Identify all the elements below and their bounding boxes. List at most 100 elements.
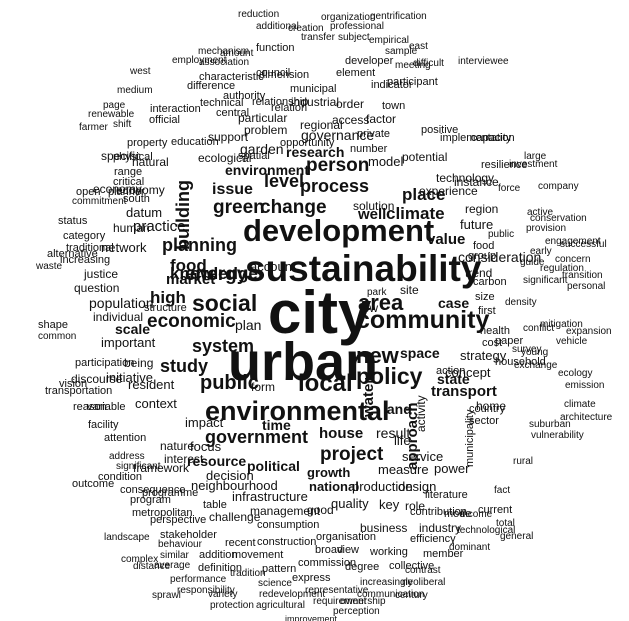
cloud-word: guide (520, 257, 545, 268)
cloud-word: mechanism (198, 46, 250, 57)
cloud-word: movement (232, 549, 284, 561)
cloud-word: stakeholder (160, 529, 217, 541)
cloud-word: alternative (47, 248, 98, 260)
cloud-word: impact (185, 415, 224, 430)
cloud-word: problem (244, 123, 288, 137)
cloud-word: scale (115, 321, 151, 337)
cloud-word: plan (235, 317, 262, 333)
cloud-word: recent (225, 537, 256, 549)
cloud-word: vision (59, 378, 88, 390)
cloud-word: working (370, 546, 408, 558)
cloud-word: first (478, 305, 496, 317)
cloud-word: science (258, 578, 292, 589)
cloud-word: degree (345, 561, 380, 573)
cloud-word: responsibility (177, 585, 235, 596)
cloud-word: commitment (72, 196, 127, 207)
cloud-word: collective (389, 560, 435, 572)
cloud-word: economy (116, 183, 165, 197)
cloud-word: ownership (340, 596, 386, 607)
cloud-word: page (103, 100, 126, 111)
cloud-word: behaviour (158, 539, 202, 550)
cloud-word: young (521, 347, 549, 358)
cloud-word: agricultural (256, 600, 305, 611)
cloud-word: city (268, 279, 372, 346)
cloud-word: future (460, 217, 494, 232)
cloud-word: reduction (238, 9, 280, 20)
cloud-word: planner (108, 186, 145, 198)
cloud-word: additional (256, 21, 299, 32)
cloud-word: general (500, 531, 534, 542)
cloud-word: complex (121, 554, 159, 565)
cloud-word: investment (509, 159, 558, 170)
cloud-word: strategy (460, 348, 507, 363)
cloud-word: consideration (458, 249, 542, 265)
cloud-word: critical (113, 176, 145, 188)
cloud-word: factor (366, 112, 397, 126)
cloud-word: access (332, 113, 370, 127)
cloud-word: change (260, 197, 327, 218)
cloud-word: mitigation (540, 319, 583, 330)
cloud-word: renewable (88, 109, 135, 120)
cloud-word: potential (402, 150, 448, 164)
cloud-word: shape (38, 319, 68, 331)
cloud-word: house (319, 425, 364, 442)
cloud-word: developer (345, 55, 394, 67)
cloud-word: authority (223, 90, 266, 102)
cloud-word: economy (93, 182, 142, 196)
cloud-word: range (114, 166, 143, 178)
cloud-word: low (360, 301, 379, 315)
cloud-word: personal (567, 281, 606, 292)
cloud-word: interest (164, 452, 204, 466)
cloud-word: west (130, 66, 151, 77)
cloud-word: paper (495, 335, 524, 347)
cloud-word: tradition (230, 568, 266, 579)
cloud-word: quality (331, 496, 369, 511)
cloud-word: employment (172, 55, 227, 66)
cloud-word: expansion (566, 326, 612, 337)
cloud-word: system (192, 336, 255, 356)
cloud-word: variable (87, 401, 126, 413)
cloud-word: challenge (209, 510, 261, 524)
cloud-word: rural (513, 456, 534, 467)
cloud-word: ecological (198, 151, 252, 165)
cloud-word: regional (300, 118, 343, 132)
cloud-word: subject (338, 32, 370, 43)
cloud-word: structure (144, 302, 187, 314)
cloud-word: technological (457, 525, 516, 536)
cloud-word: professional (330, 21, 384, 32)
cloud-word: water (360, 377, 377, 417)
cloud-word: similar (160, 550, 189, 561)
cloud-word: programme (142, 487, 199, 499)
cloud-word: shift (113, 119, 132, 130)
cloud-word: action (436, 365, 466, 377)
cloud-word: category (63, 230, 106, 242)
cloud-word: status (58, 215, 88, 227)
cloud-word: vehicle (556, 336, 588, 347)
cloud-word: order (336, 97, 365, 111)
cloud-word: sector (469, 415, 499, 427)
cloud-word: attention (104, 432, 147, 444)
cloud-word: service (402, 449, 444, 464)
cloud-word: park (367, 287, 387, 298)
cloud-word: trend (465, 266, 493, 280)
cloud-word: governance (301, 127, 375, 143)
cloud-word: official (149, 114, 180, 126)
cloud-word: commission (298, 557, 357, 569)
cloud-word: relation (271, 102, 308, 114)
cloud-word: justice (84, 267, 119, 281)
cloud-word: individual (93, 310, 144, 324)
cloud-word: infrastructure (232, 489, 308, 504)
cloud-word: research (286, 144, 345, 160)
cloud-word: concept (445, 365, 491, 380)
cloud-word: table (203, 499, 227, 511)
cloud-word: production (352, 479, 413, 494)
cloud-word: network (101, 240, 147, 255)
cloud-word: good (307, 503, 334, 517)
cloud-word: density (505, 297, 537, 308)
cloud-word: time (262, 417, 291, 433)
cloud-word: industry (419, 521, 462, 535)
cloud-word: active (527, 207, 554, 218)
cloud-word: government (205, 427, 309, 447)
cloud-word: value (427, 231, 466, 248)
cloud-word: experience (419, 184, 478, 198)
